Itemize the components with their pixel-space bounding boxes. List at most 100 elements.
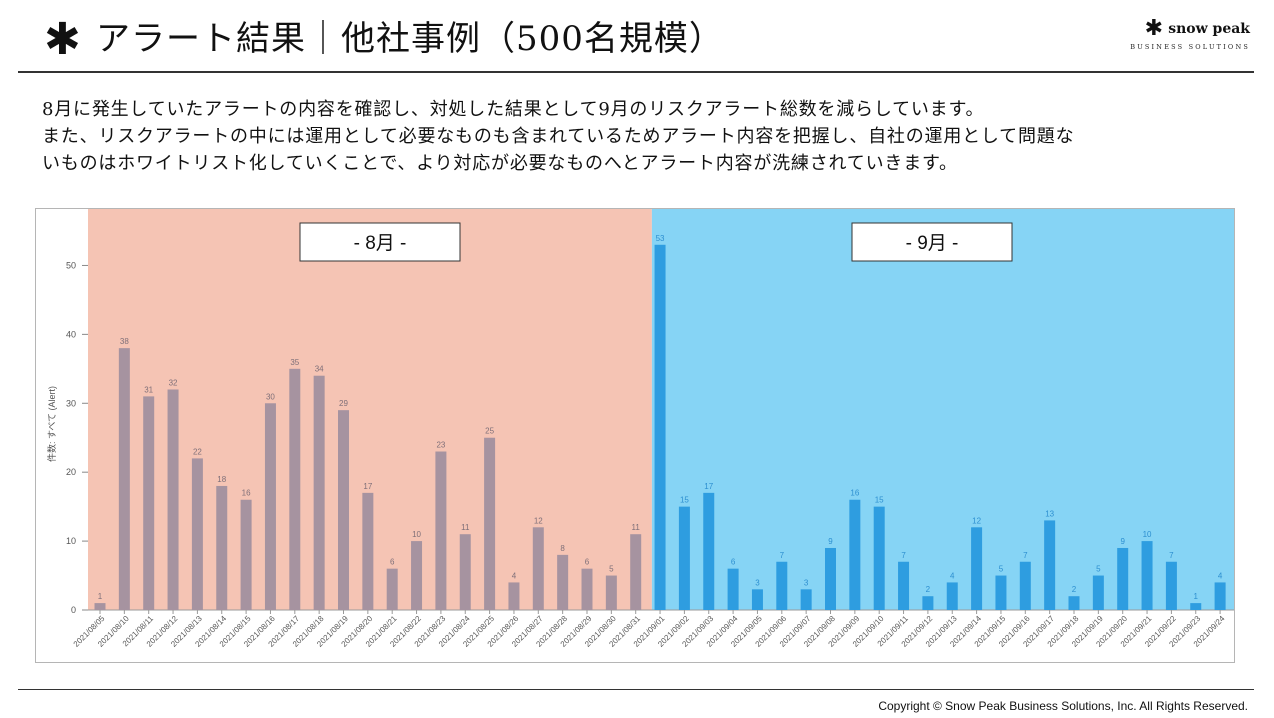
logo-subtitle: BUSINESS SOLUTIONS: [1130, 43, 1250, 51]
data-label: 15: [680, 496, 689, 505]
data-label: 4: [950, 571, 955, 580]
bar: [484, 437, 496, 610]
data-label: 5: [999, 565, 1004, 574]
bar: [849, 499, 861, 610]
data-label: 38: [120, 337, 129, 346]
data-label: 5: [609, 565, 614, 574]
data-label: 2: [1072, 585, 1077, 594]
bar: [727, 568, 739, 610]
data-label: 1: [98, 592, 103, 601]
bar: [1117, 547, 1129, 610]
bar: [946, 582, 958, 610]
data-label: 3: [755, 578, 760, 587]
bar: [289, 368, 301, 610]
bar: [338, 410, 349, 610]
data-label: 16: [242, 489, 251, 498]
bar: [118, 348, 130, 610]
bar: [1190, 603, 1202, 610]
bar: [995, 575, 1007, 610]
bar: [1165, 561, 1177, 610]
bar: [825, 547, 836, 610]
description: 8月に発生していたアラートの内容を確認し、対処した結果として9月のリスクアラート…: [42, 96, 1242, 177]
y-tick-label: 20: [66, 467, 76, 477]
bar: [1044, 520, 1056, 610]
region-label-box-1: [299, 222, 461, 262]
data-label: 2: [926, 585, 931, 594]
data-label: 9: [828, 537, 833, 546]
bar: [532, 527, 544, 610]
data-label: 30: [266, 392, 275, 401]
bar: [800, 589, 812, 610]
y-tick-label: 50: [66, 260, 76, 270]
bar: [1141, 541, 1153, 610]
description-line-3: いものはホワイトリスト化していくことで、より対応が必要なものへとアラート内容が洗…: [42, 153, 958, 174]
data-label: 7: [1023, 551, 1028, 560]
data-label: 23: [436, 441, 445, 450]
logo-asterisk-icon: ✱: [1144, 16, 1164, 41]
bar: [1019, 561, 1031, 610]
bar: [362, 492, 374, 610]
data-label: 6: [390, 558, 395, 567]
bar: [1214, 582, 1226, 610]
data-label: 10: [1143, 530, 1152, 539]
data-label: 12: [534, 516, 543, 525]
bar: [143, 396, 155, 610]
data-label: 9: [1120, 537, 1125, 546]
region-background-2: [651, 209, 1234, 610]
bar: [971, 527, 983, 610]
data-label: 6: [585, 558, 590, 567]
logo-name: snow peak: [1168, 21, 1250, 37]
data-label: 29: [339, 399, 348, 408]
bar: [922, 596, 934, 610]
data-label: 25: [485, 427, 494, 436]
data-label: 8: [560, 544, 565, 553]
bar: [703, 492, 715, 610]
footer-divider: [18, 689, 1254, 690]
data-label: 4: [1218, 571, 1223, 580]
bar: [898, 561, 910, 610]
data-label: 35: [290, 358, 299, 367]
bar: [873, 506, 885, 610]
header-divider: [18, 71, 1254, 73]
y-tick-label: 40: [66, 329, 76, 339]
copyright-text: Copyright © Snow Peak Business Solutions…: [878, 699, 1248, 713]
data-label: 22: [193, 447, 202, 456]
data-label: 17: [704, 482, 713, 491]
bar: [313, 375, 325, 610]
bar: [581, 568, 593, 610]
data-label: 32: [169, 378, 178, 387]
bar: [508, 582, 520, 610]
bar: [240, 499, 252, 610]
bar: [776, 561, 788, 610]
data-label: 6: [731, 558, 736, 567]
bar: [654, 244, 666, 611]
data-label: 5: [1096, 565, 1101, 574]
bar: [630, 534, 642, 610]
y-tick-label: 30: [66, 398, 76, 408]
data-label: 53: [656, 234, 665, 243]
data-label: 7: [901, 551, 906, 560]
data-label: 31: [144, 385, 153, 394]
data-label: 17: [363, 482, 372, 491]
data-label: 13: [1045, 509, 1054, 518]
bar: [751, 589, 763, 610]
bar: [191, 458, 203, 610]
y-tick-label: 10: [66, 536, 76, 546]
page-title: アラート結果｜他社事例（500名規模）: [96, 19, 724, 59]
bar: [1092, 575, 1104, 610]
data-label: 3: [804, 578, 809, 587]
bar: [459, 534, 471, 610]
header: ✱ アラート結果｜他社事例（500名規模） ✱ snow peak BUSINE…: [0, 0, 1274, 72]
description-line-2: また、リスクアラートの中には運用として必要なものも含まれているためアラート内容を…: [42, 126, 1075, 147]
y-axis-label: 件数: すべて (Alert): [46, 386, 57, 462]
bar: [1068, 596, 1080, 610]
y-tick-label: 0: [71, 605, 76, 615]
region-label-2: - 9月 -: [906, 233, 959, 254]
data-label: 7: [780, 551, 785, 560]
data-label: 11: [461, 523, 470, 532]
description-line-1: 8月に発生していたアラートの内容を確認し、対処した結果として9月のリスクアラート…: [42, 99, 985, 120]
data-label: 16: [850, 489, 859, 498]
region-label-box-2: [851, 222, 1013, 262]
bar: [557, 554, 569, 610]
